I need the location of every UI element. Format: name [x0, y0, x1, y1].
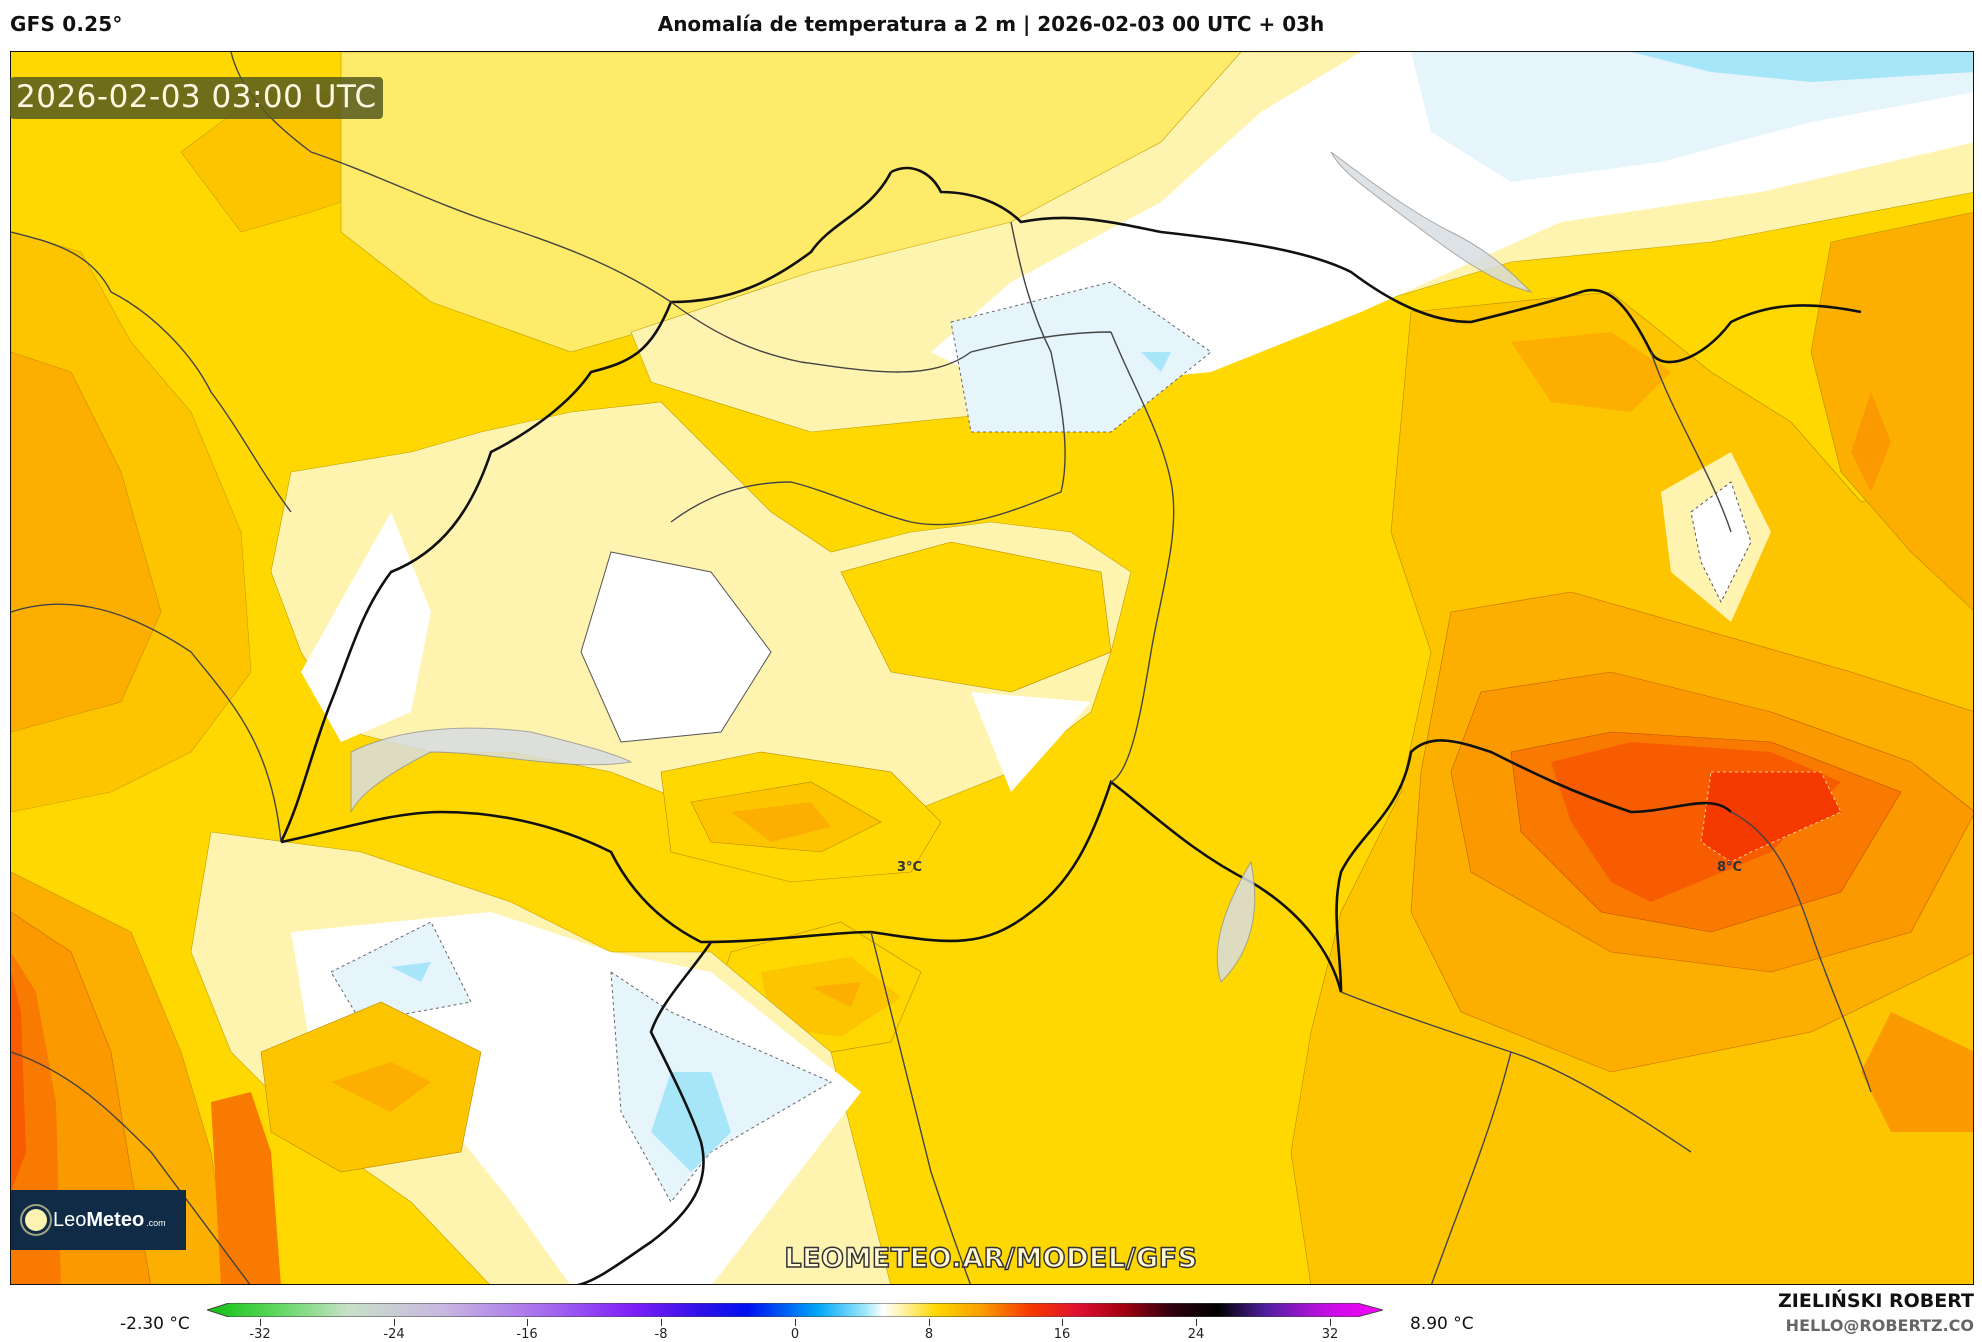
- colorbar-tick-label: -8: [654, 1327, 668, 1342]
- model-label: GFS 0.25°: [10, 12, 123, 36]
- author-email[interactable]: HELLO@ROBERTZ.CO: [1785, 1316, 1974, 1335]
- temperature-label-8c: 8°C: [1717, 860, 1743, 875]
- temperature-label-3c: 3°C: [897, 860, 923, 875]
- chart-title: Anomalía de temperatura a 2 m | 2026-02-…: [657, 12, 1325, 36]
- colorbar-tick-label: 24: [1187, 1327, 1205, 1342]
- colorbar-tick: [527, 1319, 528, 1326]
- colorbar-tick: [394, 1319, 395, 1326]
- leometeo-logo[interactable]: LeoMeteo .com: [11, 1190, 186, 1250]
- colorbar-tick-label: -32: [249, 1327, 271, 1342]
- logo-text: LeoMeteo .com: [53, 1208, 166, 1231]
- colorbar: [207, 1303, 1383, 1317]
- colorbar-tick-label: 16: [1053, 1327, 1071, 1342]
- author-name: ZIELIŃSKI ROBERT: [1778, 1290, 1974, 1312]
- colorbar-tick: [260, 1319, 261, 1326]
- colorbar-tick: [1062, 1319, 1063, 1326]
- colorbar-tick: [929, 1319, 930, 1326]
- temperature-anomaly-map: [11, 52, 1973, 1284]
- colorbar-tick-label: -16: [516, 1327, 538, 1342]
- colorbar-min-label: -2.30 °C: [120, 1314, 190, 1334]
- map-area[interactable]: [10, 51, 1974, 1285]
- colorbar-tick: [1196, 1319, 1197, 1326]
- colorbar-tick-label: -24: [383, 1327, 405, 1342]
- colorbar-tick: [795, 1319, 796, 1326]
- colorbar-tick-label: 8: [924, 1327, 934, 1342]
- colorbar-max-label: 8.90 °C: [1410, 1314, 1474, 1334]
- valid-time-badge: 2026-02-03 03:00 UTC: [10, 77, 383, 119]
- colorbar-tick-label: 0: [790, 1327, 800, 1342]
- colorbar-tick: [1330, 1319, 1331, 1326]
- colorbar-tick-label: 32: [1321, 1327, 1339, 1342]
- sun-icon: [25, 1209, 47, 1231]
- watermark-url: LEOMETEO.AR/MODEL/GFS: [784, 1242, 1198, 1275]
- colorbar-tick: [661, 1319, 662, 1326]
